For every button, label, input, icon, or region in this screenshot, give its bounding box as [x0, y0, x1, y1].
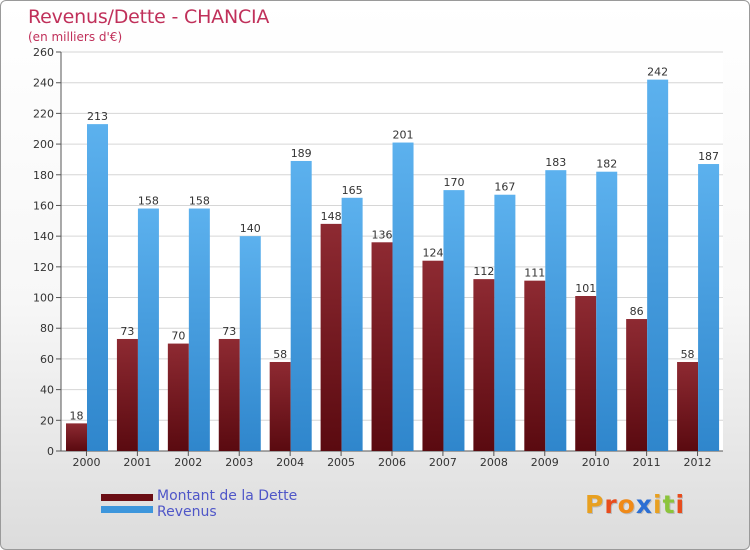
bar-revenus [392, 142, 414, 452]
bar-debt [66, 423, 87, 451]
data-label-revenus: 242 [647, 66, 668, 79]
x-tick-label: 2010 [582, 456, 610, 469]
data-label-revenus: 170 [443, 176, 464, 189]
legend-swatch-revenus [101, 506, 153, 513]
y-tick-label: 140 [33, 230, 54, 243]
bar-debt [473, 279, 495, 451]
bar-debt [320, 223, 342, 451]
y-tick-label: 180 [33, 169, 54, 182]
data-label-debt: 58 [273, 348, 287, 361]
bar-debt [575, 296, 597, 451]
x-tick-label: 2003 [225, 456, 253, 469]
data-label-revenus: 165 [342, 184, 363, 197]
data-label-revenus: 189 [291, 147, 312, 160]
bar-debt [167, 343, 189, 451]
y-tick-label: 120 [33, 261, 54, 274]
y-tick-label: 0 [47, 445, 54, 458]
bar-revenus [698, 164, 720, 451]
bar-revenus [443, 190, 465, 451]
bar-debt [116, 338, 138, 451]
data-label-debt: 111 [524, 267, 545, 280]
data-label-debt: 148 [321, 210, 342, 223]
data-label-debt: 58 [681, 348, 695, 361]
bar-revenus [494, 194, 516, 451]
data-label-debt: 86 [630, 305, 644, 318]
bar-debt [218, 338, 240, 451]
x-tick-label: 2006 [378, 456, 406, 469]
data-label-debt: 18 [70, 409, 84, 422]
x-tick-label: 2011 [633, 456, 661, 469]
y-tick-label: 40 [40, 384, 54, 397]
data-label-revenus: 213 [87, 110, 108, 123]
legend-swatch-dette [101, 494, 153, 501]
bar-revenus [545, 170, 567, 451]
y-tick-label: 60 [40, 353, 54, 366]
chart-subtitle: (en milliers d'€) [28, 30, 123, 44]
x-tick-label: 2002 [174, 456, 202, 469]
bar-revenus [87, 124, 108, 451]
legend-label-dette: Montant de la Dette [157, 488, 298, 504]
x-tick-label: 2001 [123, 456, 151, 469]
data-label-debt: 73 [222, 325, 236, 338]
x-tick-label: 2007 [429, 456, 457, 469]
x-tick-label: 2004 [276, 456, 304, 469]
x-tick-label: 2012 [684, 456, 712, 469]
bar-revenus [290, 160, 312, 451]
y-tick-label: 240 [33, 77, 54, 90]
data-label-debt: 73 [120, 325, 134, 338]
bar-debt [626, 319, 648, 451]
bar-debt [371, 242, 393, 451]
data-label-revenus: 182 [596, 158, 617, 171]
y-tick-label: 160 [33, 199, 54, 212]
proxiti-logo: Proxiti [585, 490, 686, 519]
y-tick-label: 80 [40, 322, 54, 335]
y-tick-label: 200 [33, 138, 54, 151]
data-label-debt: 101 [575, 282, 596, 295]
bar-debt [269, 361, 291, 451]
data-label-revenus: 183 [545, 156, 566, 169]
data-label-debt: 124 [422, 247, 443, 260]
bar-revenus [341, 197, 363, 451]
bar-revenus [596, 171, 618, 451]
bar-debt [524, 280, 546, 451]
data-label-revenus: 187 [698, 150, 719, 163]
bar-revenus [137, 208, 159, 451]
data-label-debt: 136 [372, 228, 393, 241]
data-label-revenus: 140 [240, 222, 261, 235]
bar-revenus [239, 236, 261, 451]
y-tick-label: 100 [33, 292, 54, 305]
x-tick-label: 2008 [480, 456, 508, 469]
data-label-debt: 70 [171, 330, 185, 343]
x-tick-label: 2009 [531, 456, 559, 469]
y-tick-label: 220 [33, 107, 54, 120]
legend-label-revenus: Revenus [157, 504, 217, 520]
bar-revenus [647, 79, 669, 451]
bar-debt [677, 361, 699, 451]
data-label-revenus: 158 [189, 195, 210, 208]
data-label-revenus: 167 [494, 181, 515, 194]
data-label-revenus: 158 [138, 195, 159, 208]
x-axis: 2000 2001 2002 2003 2004 2005 2006 2007 2008 2009… [72, 451, 712, 469]
y-tick-label: 20 [40, 414, 54, 427]
bar-debt [422, 260, 444, 451]
chart-title: Revenus/Dette - CHANCIA [28, 6, 270, 28]
x-tick-label: 2000 [72, 456, 100, 469]
data-label-debt: 112 [473, 265, 494, 278]
bar-revenus [188, 208, 210, 451]
data-label-revenus: 201 [393, 129, 414, 142]
y-tick-label: 260 [33, 46, 54, 59]
x-tick-label: 2005 [327, 456, 355, 469]
